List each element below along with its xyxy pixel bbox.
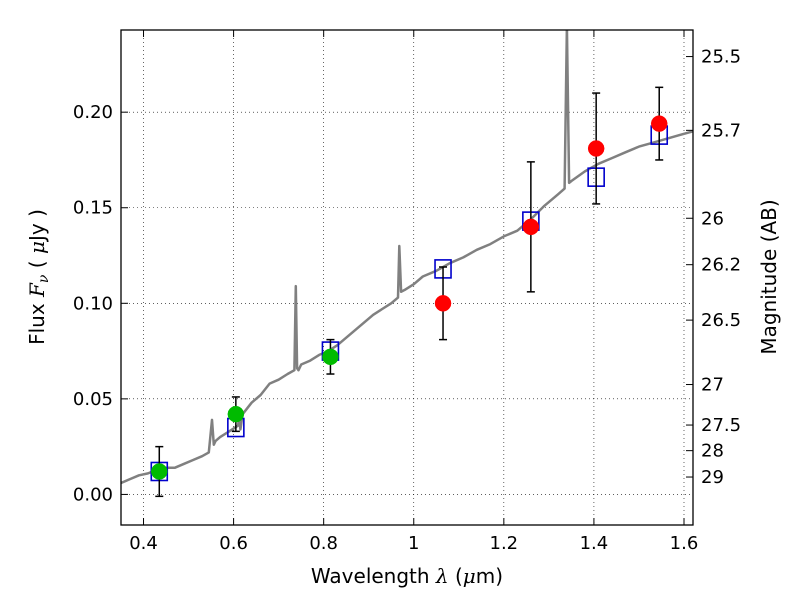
magnitude-tick-label: 28 [701, 441, 724, 462]
x-tick-label: 1.6 [670, 533, 699, 554]
observed-point [322, 348, 339, 366]
y-tick-label: 0.15 [73, 198, 113, 219]
magnitude-tick-label: 27.5 [701, 415, 741, 436]
grid [121, 30, 693, 525]
series-layer [121, 30, 693, 498]
x-tick-label: 0.8 [309, 533, 338, 554]
x-tick-label: 1 [408, 533, 419, 554]
observed-point [522, 218, 540, 236]
y-tick-label: 0.10 [73, 293, 113, 314]
magnitude-tick-label: 25.5 [701, 47, 741, 68]
plot-frame [120, 29, 694, 526]
observed-point [227, 405, 245, 423]
plot-background [121, 30, 693, 525]
observed-point [434, 295, 452, 312]
observed-point [650, 115, 668, 132]
x-tick-label: 1.2 [490, 533, 519, 554]
y-axis-label: Flux Fν ( μJy ) [25, 209, 52, 345]
ticks: 0.4 0.6 0.8 1 1.2 1.4 1.6 0.00 0.05 0.10 0.15 0.20 2… [73, 30, 741, 554]
spectrum-line [121, 30, 693, 485]
y-tick-label: 0.05 [73, 389, 113, 410]
x-tick-label: 0.4 [129, 533, 158, 554]
magnitude-tick-label: 26.2 [701, 255, 741, 276]
x-axis-label: Wavelength λ (μm) [311, 564, 503, 588]
y-tick-label: 0.20 [73, 102, 113, 123]
magnitude-tick-label: 29 [701, 467, 724, 488]
x-tick-label: 1.4 [580, 533, 609, 554]
y-tick-label: 0.00 [73, 484, 113, 505]
magnitude-axis-label: Magnitude (AB) [757, 199, 781, 354]
observed-point [587, 140, 605, 157]
magnitude-tick-label: 27 [701, 375, 724, 396]
magnitude-tick-label: 25.7 [701, 120, 741, 141]
observed-point [151, 463, 168, 480]
magnitude-tick-label: 26.5 [701, 310, 741, 331]
x-tick-label: 0.6 [219, 533, 248, 554]
magnitude-tick-label: 26 [701, 208, 724, 229]
